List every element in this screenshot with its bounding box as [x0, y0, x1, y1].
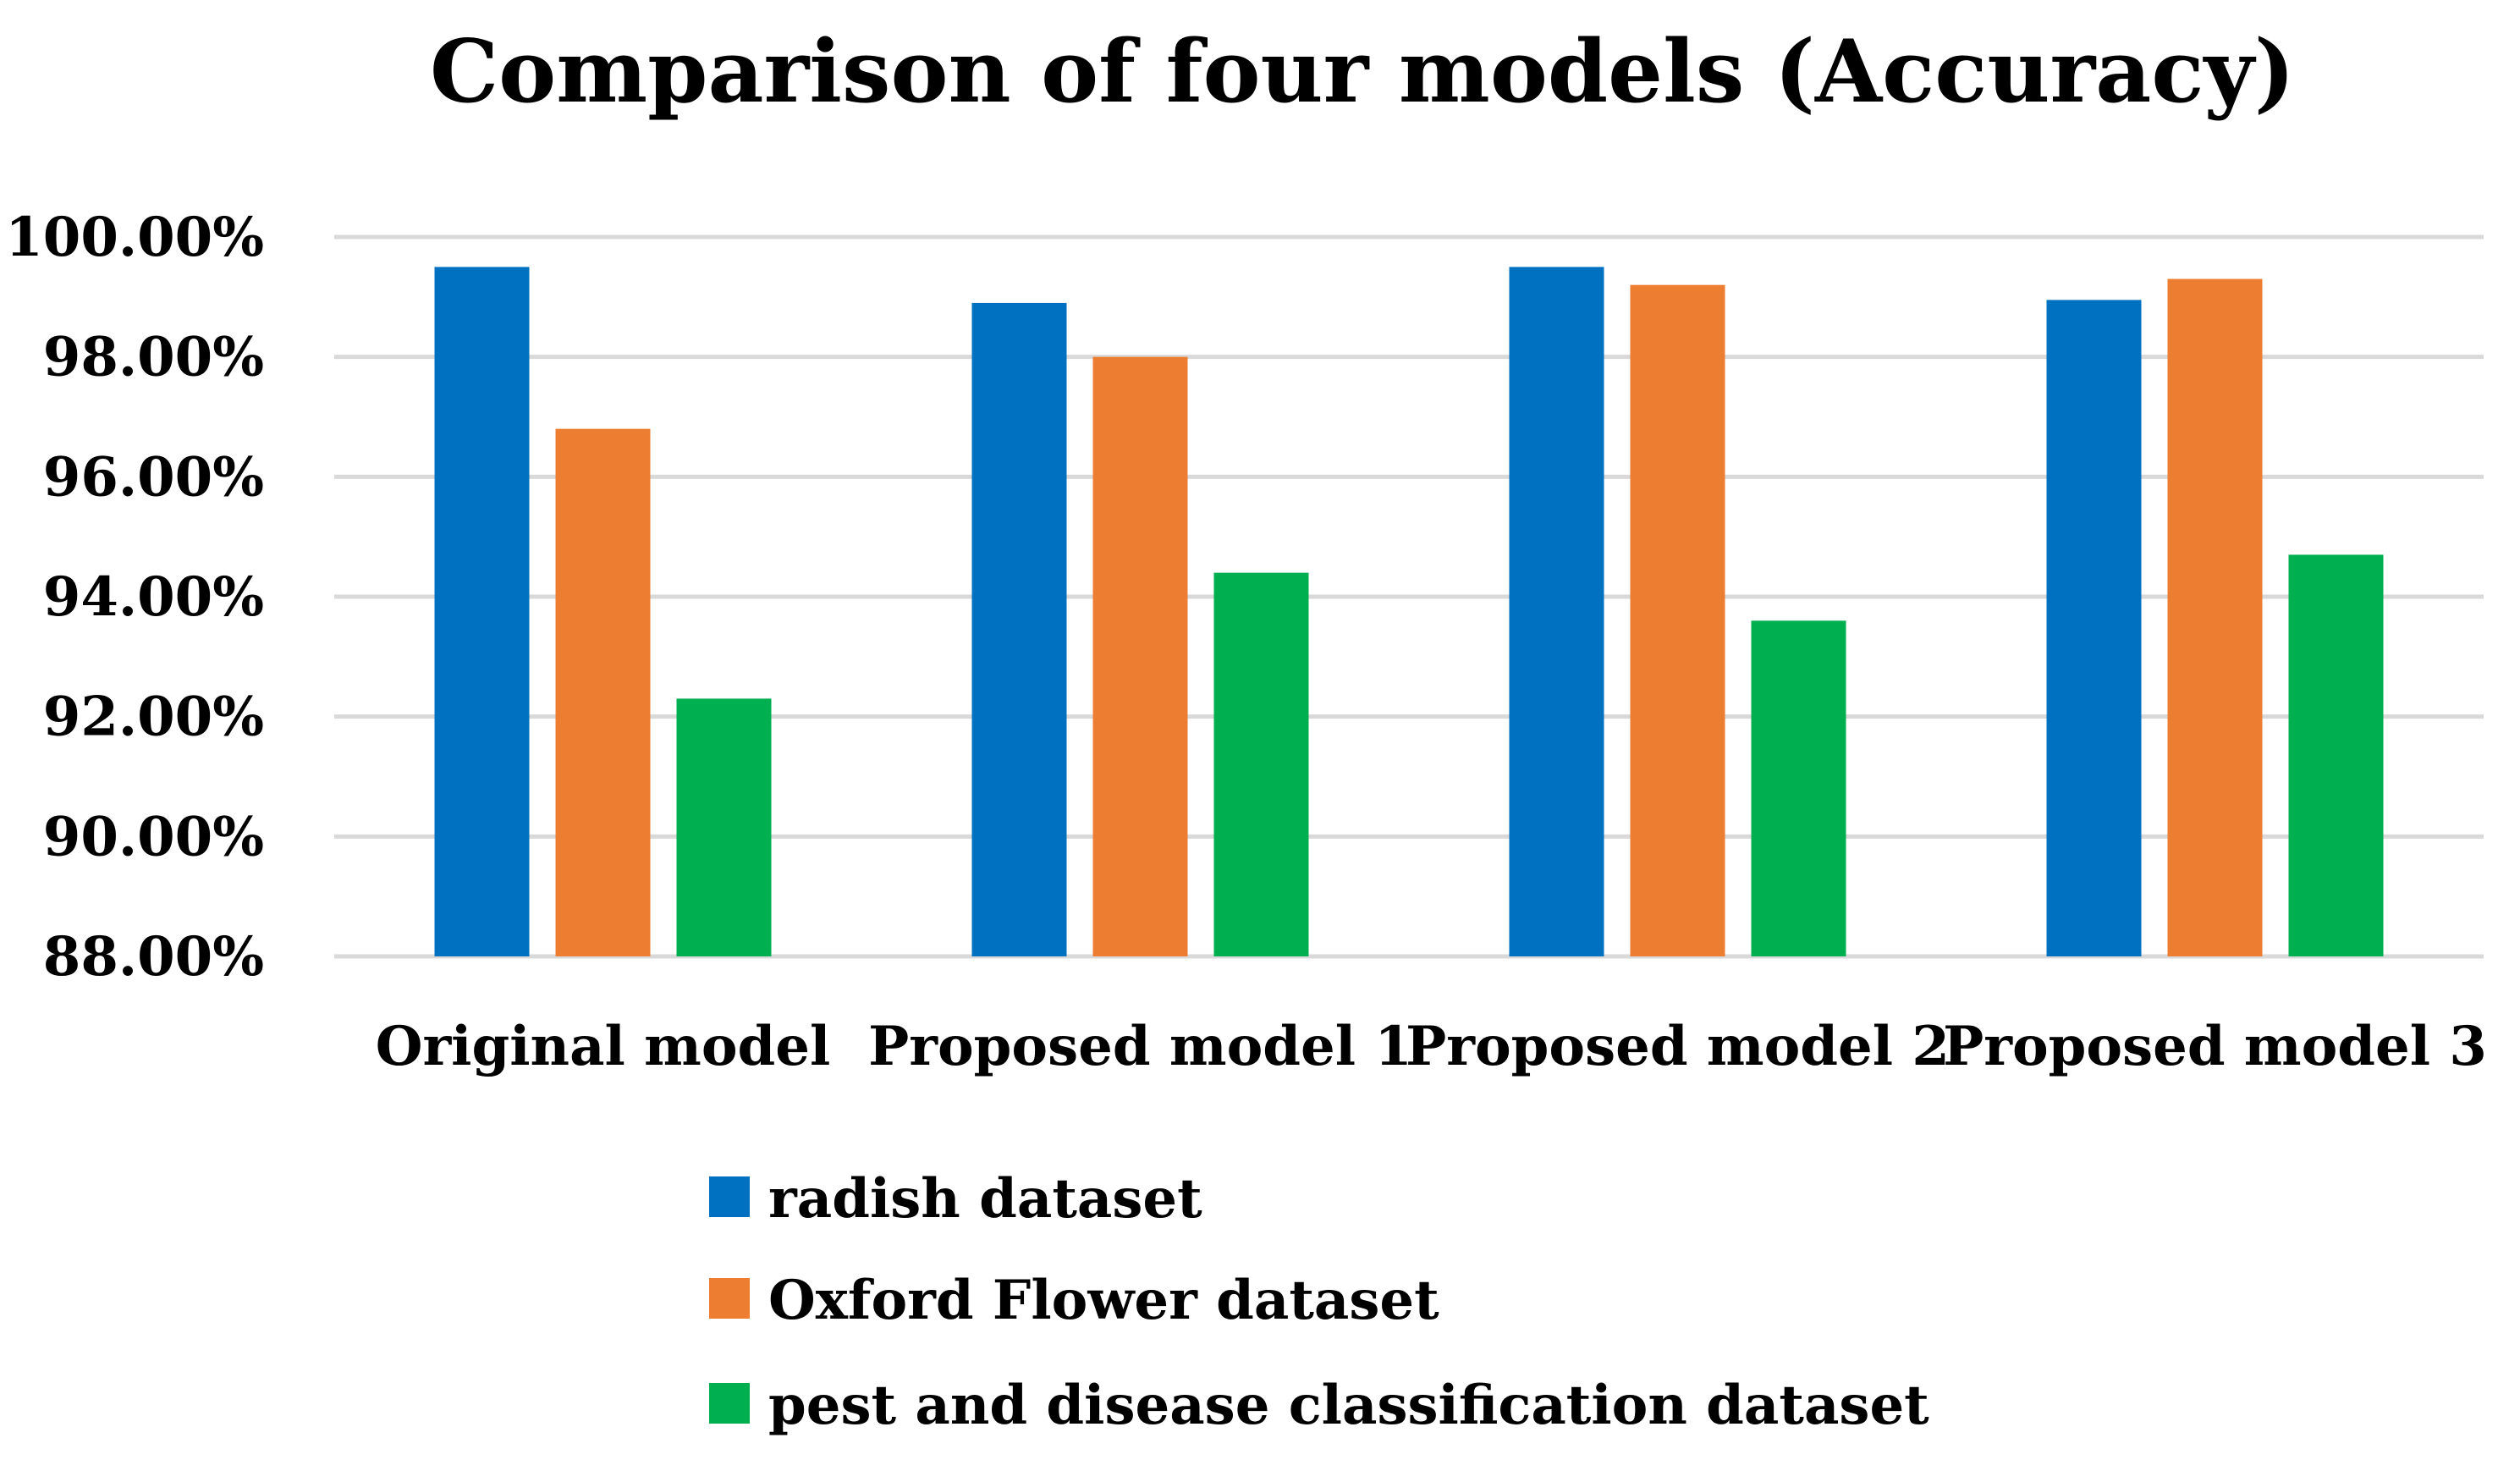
bar-oxford-flower-dataset-2: [1092, 356, 1188, 957]
y-tick-label: 98.00%: [43, 326, 264, 389]
y-tick-label: 94.00%: [43, 565, 264, 629]
bar-radish-dataset-2: [971, 302, 1067, 957]
bar-pest-and-disease-classification-dataset-3: [1751, 620, 1846, 956]
chart-title: Comparison of four models (Accuracy): [430, 21, 2295, 123]
gridlines: [334, 234, 2484, 959]
y-axis-tick-labels: 88.00% 90.00% 92.00% 94.00% 96.00% 98.00% 100.…: [5, 206, 264, 989]
legend-swatch: [709, 1176, 750, 1217]
y-tick-label: 88.00%: [43, 925, 264, 989]
legend-label: Oxford Flower dataset: [768, 1269, 1439, 1332]
bar-radish-dataset-1: [434, 267, 530, 957]
bar-radish-dataset-3: [1509, 267, 1604, 957]
bar-radish-dataset-4: [2046, 300, 2142, 956]
y-tick-label: 90.00%: [43, 805, 264, 868]
bar-oxford-flower-dataset-3: [1630, 284, 1725, 957]
y-tick-label: 100.00%: [5, 206, 264, 269]
bar-pest-and-disease-classification-dataset-1: [676, 698, 772, 956]
x-category-label: Proposed model 2: [1406, 1015, 1950, 1078]
legend-label: pest and disease classification dataset: [768, 1374, 1929, 1437]
x-category-label: Original model: [376, 1015, 831, 1078]
y-tick-label: 96.00%: [43, 445, 264, 509]
legend-swatch: [709, 1278, 750, 1319]
bars: [434, 267, 2384, 957]
legend-swatch: [709, 1383, 750, 1424]
x-category-label: Proposed model 1: [868, 1015, 1412, 1078]
bar-oxford-flower-dataset-1: [555, 428, 651, 957]
bar-pest-and-disease-classification-dataset-2: [1213, 572, 1309, 956]
legend: radish dataset Oxford Flower dataset pest …: [709, 1167, 1929, 1437]
y-tick-label: 92.00%: [43, 686, 264, 749]
bar-pest-and-disease-classification-dataset-4: [2288, 554, 2384, 956]
bar-oxford-flower-dataset-4: [2167, 278, 2263, 956]
x-category-label: Proposed model 3: [1943, 1015, 2487, 1078]
legend-label: radish dataset: [768, 1167, 1202, 1231]
